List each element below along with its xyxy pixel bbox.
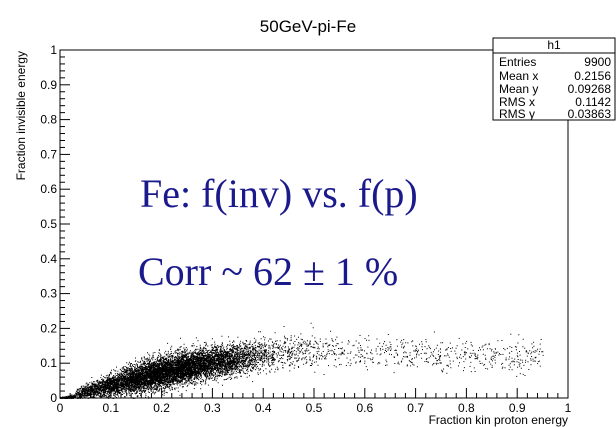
annotation-title: Fe: f(inv) vs. f(p) (140, 171, 418, 216)
stats-label-rms-y: RMS y (499, 107, 535, 121)
y-axis-ticks: 0 0.1 0.2 0.3 0.4 0.5 0.6 0.7 0.8 0.9 1 (40, 43, 70, 405)
stats-value-mean-x: 0.2156 (574, 69, 611, 83)
data-points (60, 322, 544, 399)
stats-label-entries: Entries (499, 55, 536, 69)
stats-value-rms-y: 0.03863 (568, 107, 612, 121)
x-tick-label: 0.8 (458, 401, 475, 415)
y-tick-label: 0.7 (40, 147, 57, 161)
x-tick-label: 0.4 (255, 401, 272, 415)
x-tick-label: 1 (565, 401, 572, 415)
x-tick-label: 0.2 (153, 401, 170, 415)
y-tick-label: 0.6 (40, 182, 57, 196)
stats-box-frame (492, 37, 616, 121)
y-tick-label: 0.8 (40, 113, 57, 127)
y-tick-label: 0.1 (40, 356, 57, 370)
x-axis-ticks: 0 0.1 0.2 0.3 0.4 0.5 0.6 0.7 0.8 0.9 1 (57, 388, 572, 415)
y-axis-label: Fraction invisible energy (14, 51, 28, 180)
annotation-correlation: Corr ~ 62 ± 1 % (138, 249, 398, 294)
x-tick-label: 0.1 (102, 401, 119, 415)
stats-value-rms-x: 0.1142 (575, 95, 611, 109)
y-tick-label: 0.4 (40, 252, 57, 266)
x-tick-label: 0.3 (204, 401, 221, 415)
y-tick-label: 0.2 (40, 321, 57, 335)
x-tick-label: 0.7 (407, 401, 424, 415)
stats-box: h1 Entries 9900 Mean x 0.2156 Mean y 0.0… (492, 37, 616, 121)
y-tick-label: 0.3 (40, 287, 57, 301)
stats-value-mean-y: 0.09268 (568, 82, 612, 96)
stats-label-mean-x: Mean x (499, 69, 538, 83)
x-axis-label: Fraction kin proton energy (429, 413, 568, 427)
stats-box-rows: Entries 9900 Mean x 0.2156 Mean y 0.0926… (499, 55, 611, 121)
x-tick-label: 0.9 (509, 401, 526, 415)
stats-label-rms-x: RMS x (499, 95, 535, 109)
x-tick-label: 0 (57, 401, 64, 415)
y-tick-label: 0 (50, 391, 57, 405)
stats-label-mean-y: Mean y (499, 82, 538, 96)
stats-box-name: h1 (547, 38, 561, 52)
chart-title: 50GeV-pi-Fe (260, 17, 356, 36)
y-tick-label: 0.5 (40, 217, 57, 231)
stats-value-entries: 9900 (584, 55, 611, 69)
x-tick-label: 0.5 (306, 401, 323, 415)
y-tick-label: 0.9 (40, 78, 57, 92)
y-tick-label: 1 (50, 43, 57, 57)
scatter-point-cloud (60, 322, 544, 399)
x-tick-label: 0.6 (356, 401, 373, 415)
